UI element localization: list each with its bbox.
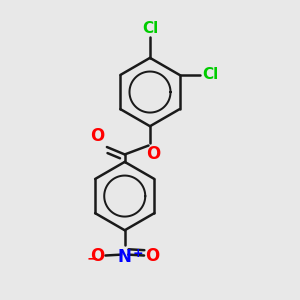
Text: Cl: Cl xyxy=(142,21,158,36)
Text: O: O xyxy=(146,145,160,163)
Text: +: + xyxy=(132,247,143,260)
Text: O: O xyxy=(90,247,104,265)
Text: O: O xyxy=(90,127,104,145)
Text: Cl: Cl xyxy=(202,68,218,82)
Text: N: N xyxy=(118,248,132,266)
Text: O: O xyxy=(146,247,160,265)
Text: −: − xyxy=(86,251,98,266)
